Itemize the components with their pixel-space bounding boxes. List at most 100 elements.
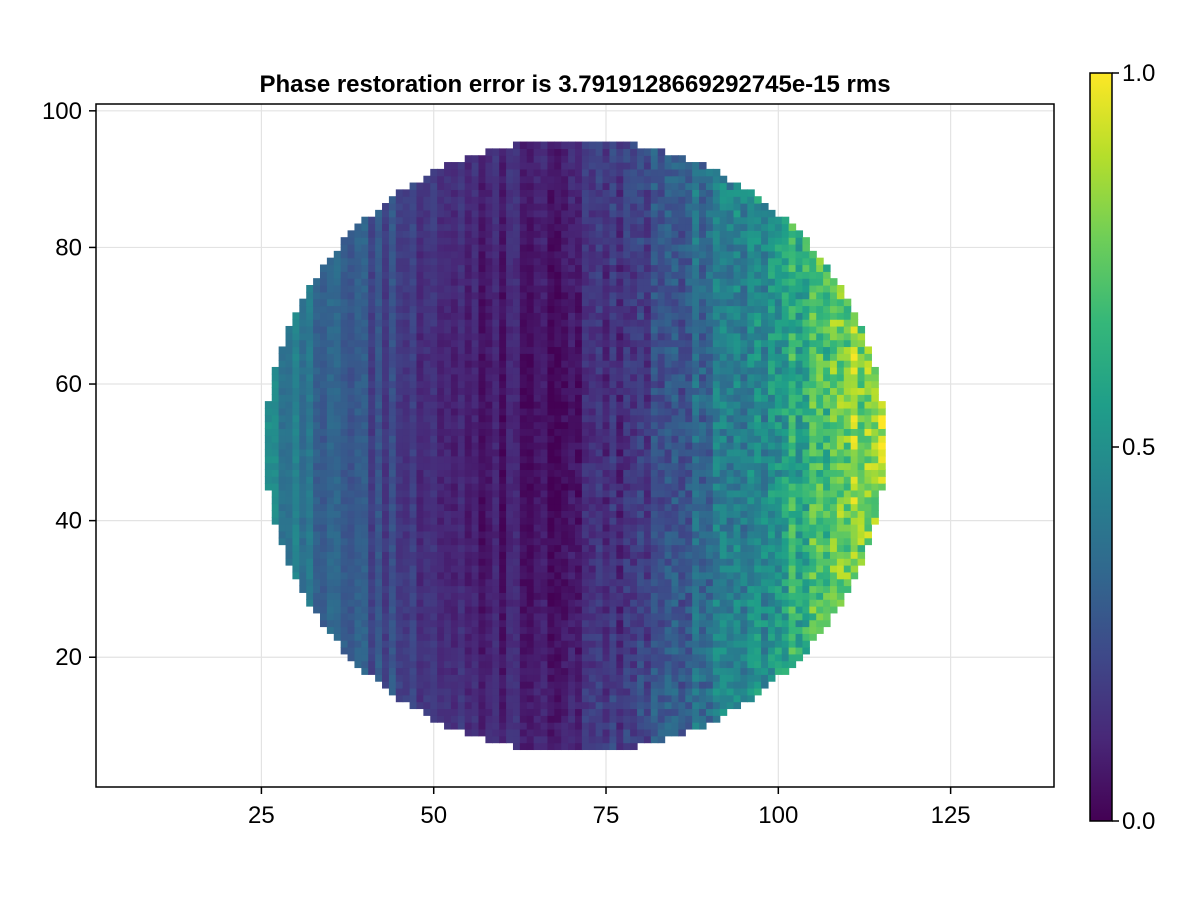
heatmap-cell (609, 298, 617, 307)
heatmap-cell (326, 380, 335, 389)
heatmap-cell (450, 571, 459, 580)
heatmap-cell (623, 271, 631, 279)
heatmap-cell (623, 332, 631, 341)
heatmap-cell (395, 694, 404, 703)
heatmap-cell (685, 565, 693, 573)
heatmap-cell (395, 373, 404, 382)
heatmap-cell (340, 401, 349, 409)
heatmap-cell (326, 353, 335, 361)
heatmap-cell (437, 339, 445, 348)
heatmap-cell (657, 387, 666, 395)
heatmap-cell (388, 619, 397, 628)
heatmap-cell (533, 380, 542, 389)
heatmap-cell (506, 271, 514, 279)
heatmap-cell (492, 489, 500, 498)
heatmap-cell (623, 722, 631, 730)
heatmap-cell (575, 517, 583, 525)
heatmap-cell (712, 353, 721, 361)
heatmap-cell (313, 291, 321, 300)
heatmap-cell (609, 483, 617, 491)
heatmap-cell (471, 250, 480, 259)
heatmap-cell (712, 421, 721, 430)
heatmap-cell (664, 278, 673, 286)
heatmap-cell (430, 510, 438, 518)
heatmap-cell (444, 626, 452, 634)
heatmap-cell (657, 565, 666, 573)
heatmap-cell (657, 442, 666, 450)
heatmap-cell (712, 366, 721, 375)
heatmap-cell (637, 633, 645, 641)
heatmap-cell (402, 291, 411, 300)
heatmap-cell (547, 571, 555, 580)
heatmap-cell (444, 168, 452, 177)
heatmap-cell (388, 298, 397, 307)
heatmap-cell (595, 319, 604, 327)
heatmap-cell (637, 674, 645, 682)
heatmap-cell (437, 407, 445, 416)
heatmap-cell (685, 182, 693, 190)
heatmap-cell (464, 544, 473, 552)
heatmap-cell (575, 401, 583, 409)
heatmap-cell (526, 339, 535, 348)
heatmap-cell (457, 182, 466, 190)
heatmap-cell (692, 421, 700, 430)
heatmap-cell (464, 612, 473, 621)
heatmap-cell (650, 168, 659, 177)
heatmap-cell (699, 667, 707, 675)
heatmap-cell (526, 496, 535, 505)
heatmap-cell (450, 366, 459, 375)
heatmap-cell (616, 203, 624, 211)
heatmap-cell (581, 230, 590, 238)
heatmap-cell (630, 155, 638, 163)
heatmap-cell (423, 510, 431, 518)
heatmap-cell (299, 421, 307, 430)
heatmap-cell (306, 414, 314, 423)
heatmap-cell (547, 264, 555, 272)
heatmap-cell (457, 667, 466, 675)
heatmap-cell (657, 155, 666, 163)
heatmap-cell (306, 428, 314, 436)
heatmap-cell (602, 312, 611, 320)
heatmap-cell (416, 667, 424, 675)
heatmap-cell (457, 653, 466, 662)
heatmap-cell (705, 701, 714, 710)
heatmap-cell (471, 640, 480, 648)
heatmap-cell (464, 332, 473, 341)
heatmap-cell (568, 196, 576, 204)
heatmap-cell (333, 448, 342, 457)
heatmap-cell (450, 708, 459, 716)
heatmap-cell (375, 332, 383, 341)
heatmap-cell (671, 571, 679, 580)
heatmap-cell (423, 339, 431, 348)
heatmap-cell (361, 332, 369, 341)
heatmap-cell (588, 237, 597, 245)
heatmap-cell (388, 291, 397, 300)
heatmap-cell (478, 612, 486, 621)
heatmap-cell (588, 660, 597, 669)
heatmap-cell (547, 162, 555, 170)
heatmap-cell (699, 244, 707, 252)
heatmap-cell (402, 278, 411, 286)
heatmap-cell (650, 325, 659, 334)
heatmap-cell (678, 387, 686, 395)
heatmap-cell (692, 366, 700, 375)
heatmap-cell (409, 681, 418, 689)
heatmap-cell (657, 640, 666, 648)
heatmap-cell (354, 558, 362, 566)
heatmap-cell (637, 162, 645, 170)
heatmap-cell (685, 162, 693, 170)
heatmap-cell (685, 544, 693, 552)
heatmap-cell (416, 387, 424, 395)
heatmap-cell (712, 325, 721, 334)
heatmap-cell (623, 578, 631, 587)
heatmap-cell (561, 305, 569, 313)
heatmap-cell (333, 435, 342, 443)
heatmap-cell (609, 332, 617, 341)
heatmap-cell (306, 346, 314, 354)
heatmap-cell (292, 312, 300, 320)
heatmap-cell (430, 285, 438, 293)
heatmap-cell (637, 339, 645, 348)
heatmap-cell (416, 237, 424, 245)
heatmap-cell (512, 599, 521, 607)
heatmap-cell (306, 285, 314, 293)
